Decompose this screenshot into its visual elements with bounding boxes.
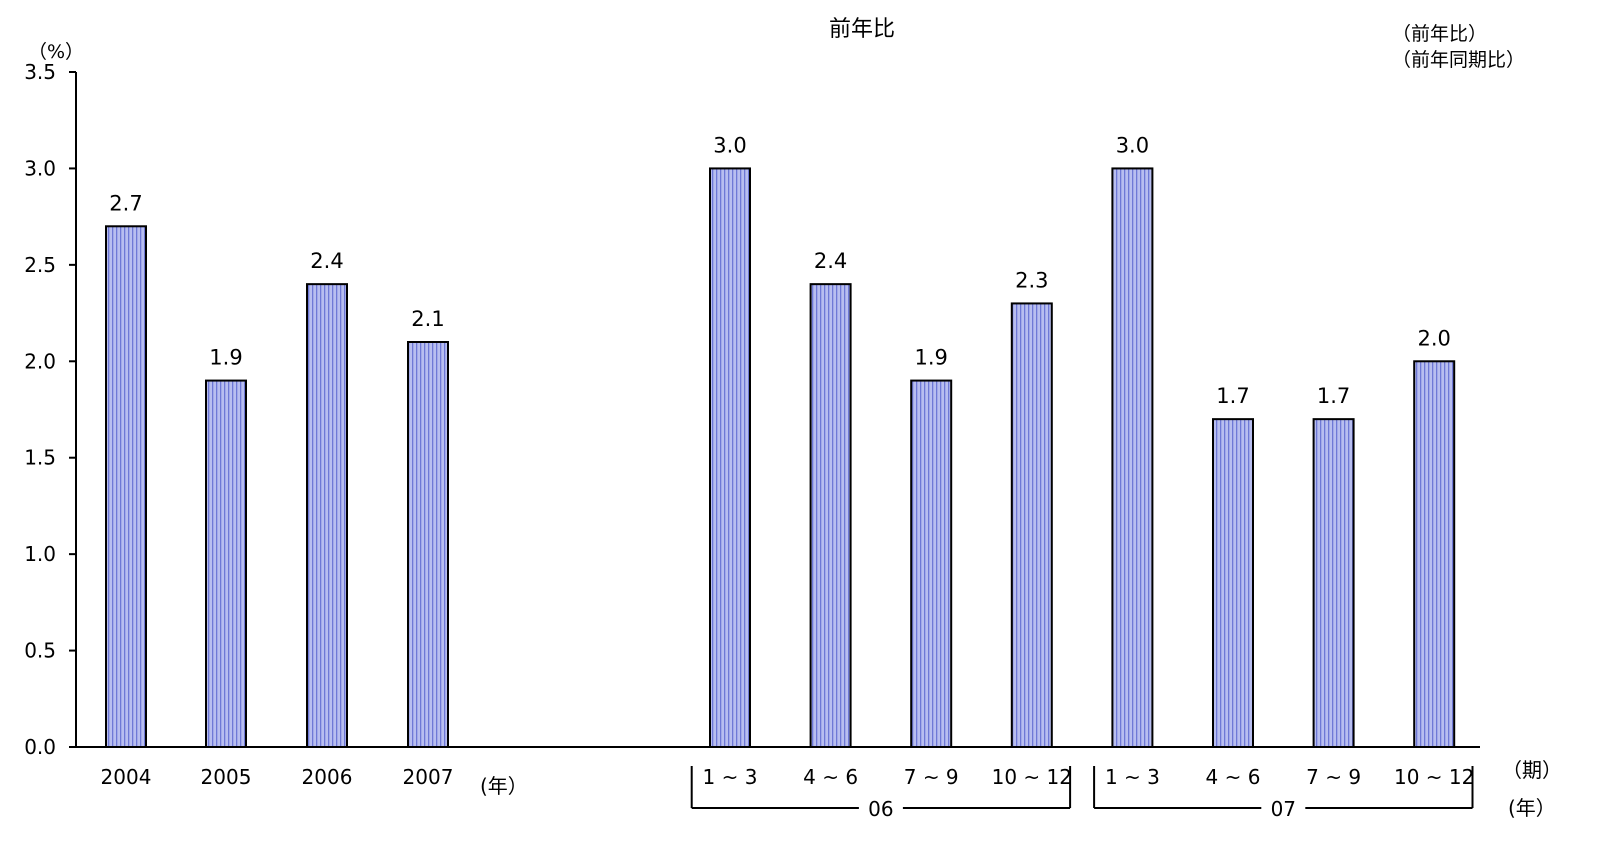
group-year-label: 06 bbox=[868, 797, 893, 821]
legend-note-yoy-period: （前年同期比） bbox=[1392, 49, 1525, 71]
annual-bar bbox=[306, 283, 348, 748]
quarterly-bar bbox=[1111, 167, 1154, 748]
quarterly-bar bbox=[709, 167, 751, 748]
annual-data-label: 1.9 bbox=[209, 346, 242, 370]
y-tick-label: 1.5 bbox=[24, 446, 56, 470]
quarterly-bar bbox=[1212, 418, 1254, 748]
group-year-label: 07 bbox=[1271, 797, 1296, 821]
quarterly-category-label: 1 ~ 3 bbox=[703, 765, 758, 789]
quarterly-data-label: 2.0 bbox=[1417, 326, 1450, 350]
quarterly-bar bbox=[1413, 360, 1456, 748]
y-tick-label: 0.0 bbox=[24, 735, 56, 759]
quarterly-bar bbox=[910, 379, 953, 748]
quarterly-bar bbox=[809, 283, 852, 748]
year-unit-label: (年） bbox=[1508, 796, 1556, 820]
quarterly-bar bbox=[1312, 418, 1355, 748]
y-axis-unit: （%） bbox=[28, 41, 84, 63]
annual-category-label: 2004 bbox=[101, 765, 152, 789]
annual-category-label: 2006 bbox=[302, 765, 353, 789]
annual-data-label: 2.1 bbox=[411, 307, 444, 331]
quarterly-category-label: 4 ~ 6 bbox=[1206, 765, 1261, 789]
annual-category-label: 2007 bbox=[403, 765, 454, 789]
annual-unit-label: (年） bbox=[480, 774, 528, 798]
y-tick-label: 2.0 bbox=[24, 349, 56, 373]
quarterly-bar bbox=[1010, 302, 1053, 748]
annual-bar bbox=[205, 379, 247, 748]
category-labels: 2004 2005 2006 2007 1 ~ 3 4 ~ 6 7 ~ 9 10 ~ 12 1 … bbox=[101, 765, 1475, 789]
quarterly-category-label: 10 ~ 12 bbox=[992, 765, 1072, 789]
annual-data-label: 2.7 bbox=[109, 191, 142, 215]
annual-data-label: 2.4 bbox=[310, 249, 343, 273]
quarterly-data-label: 1.7 bbox=[1216, 384, 1249, 408]
data-labels: 2.7 1.9 2.4 2.1 3.0 2.4 1.9 2.3 3.0 1.7 1.7 2.0 bbox=[109, 133, 1451, 408]
annual-category-label: 2005 bbox=[201, 765, 252, 789]
quarterly-data-label: 1.9 bbox=[914, 346, 947, 370]
quarterly-data-label: 2.4 bbox=[814, 249, 847, 273]
quarterly-category-label: 1 ~ 3 bbox=[1105, 765, 1160, 789]
y-tick-label: 0.5 bbox=[24, 639, 56, 663]
quarterly-data-label: 2.3 bbox=[1015, 268, 1048, 292]
period-unit-label: （期） bbox=[1502, 758, 1562, 782]
y-tick-label: 3.0 bbox=[24, 156, 56, 180]
y-tick-label: 1.0 bbox=[24, 542, 56, 566]
quarterly-category-label: 7 ~ 9 bbox=[1306, 765, 1361, 789]
bars bbox=[105, 167, 1456, 749]
annual-bar bbox=[105, 225, 147, 749]
year-groups: 06 07 bbox=[690, 766, 1474, 821]
quarterly-category-label: 4 ~ 6 bbox=[803, 765, 858, 789]
quarterly-category-label: 7 ~ 9 bbox=[904, 765, 959, 789]
quarterly-category-label: 10 ~ 12 bbox=[1394, 765, 1474, 789]
quarterly-data-label: 1.7 bbox=[1317, 384, 1350, 408]
y-axis: 0.0 0.5 1.0 1.5 2.0 2.5 3.0 3.5 bbox=[24, 60, 77, 759]
quarterly-data-label: 3.0 bbox=[713, 133, 746, 157]
quarterly-data-label: 3.0 bbox=[1116, 133, 1149, 157]
annual-bar bbox=[407, 341, 449, 748]
y-tick-label: 2.5 bbox=[24, 253, 56, 277]
legend-note-yoy: （前年比） bbox=[1392, 23, 1487, 45]
chart-title: 前年比 bbox=[829, 17, 895, 42]
y-tick-label: 3.5 bbox=[24, 60, 56, 84]
